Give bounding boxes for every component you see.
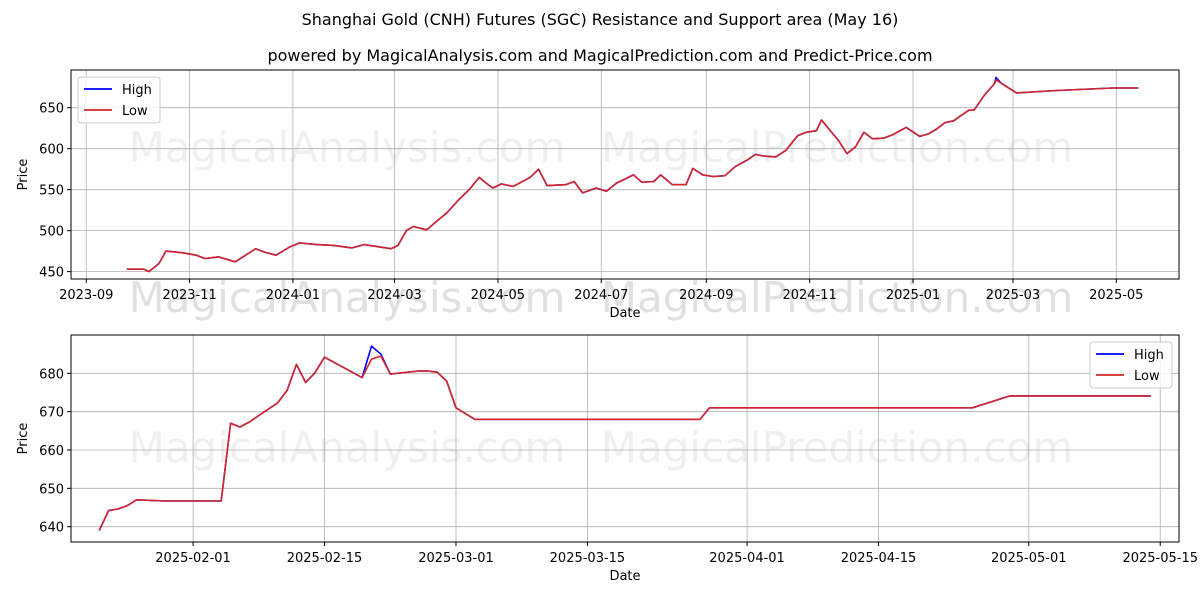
watermark-magicalprediction: MagicalPrediction.com <box>601 273 1074 322</box>
y-axis: 450 500 550 600 650 <box>39 102 71 281</box>
legend-label-high: High <box>122 83 152 98</box>
x-tick-label: 2025-02-01 <box>155 551 231 566</box>
y-tick-label: 680 <box>39 367 64 382</box>
x-axis-label: Date <box>609 306 640 321</box>
x-tick-label: 2025-04-15 <box>841 551 917 566</box>
x-tick-label: 2025-05-15 <box>1122 551 1198 566</box>
x-tick-label: 2025-05 <box>1089 288 1143 303</box>
y-tick-label: 650 <box>39 102 64 117</box>
top-chart-panel: MagicalAnalysis.com MagicalPrediction.com… <box>16 69 1180 322</box>
watermark-magicalprediction: MagicalPrediction.com <box>601 273 1074 322</box>
y-tick-label: 500 <box>39 225 64 240</box>
watermark-magicalanalysis: MagicalAnalysis.com <box>129 273 566 322</box>
legend-label-low: Low <box>122 104 148 119</box>
legend: High Low <box>1089 341 1173 389</box>
watermark-magicalanalysis: MagicalAnalysis.com <box>129 123 566 172</box>
grid <box>71 335 1179 542</box>
x-tick-label: 2023-11 <box>162 288 216 303</box>
y-tick-label: 450 <box>39 266 64 281</box>
watermark-group: MagicalAnalysis.com MagicalPrediction.com… <box>129 273 1074 472</box>
y-tick-label: 650 <box>39 482 64 497</box>
x-axis: 2023-09 2023-11 2024-01 2024-03 2024-05 2024-… <box>59 279 1143 303</box>
chart-title: Shanghai Gold (CNH) Futures (SGC) Resist… <box>301 10 899 29</box>
y-axis-label: Price <box>16 423 31 455</box>
x-tick-label: 2024-01 <box>266 288 320 303</box>
watermark-magicalprediction: MagicalPrediction.com <box>601 423 1074 472</box>
y-axis-label: Price <box>16 159 31 191</box>
axes-frame <box>70 334 1180 543</box>
x-tick-label: 2025-03-01 <box>418 551 494 566</box>
x-tick-label: 2025-03 <box>986 288 1040 303</box>
bottom-chart-panel: MagicalAnalysis.com MagicalPrediction.com… <box>16 273 1198 584</box>
grid <box>71 70 1179 279</box>
x-axis: 2025-02-01 2025-02-15 2025-03-01 2025-03-15… <box>155 542 1198 566</box>
y-tick-label: 550 <box>39 184 64 199</box>
series-line-low <box>98 355 1151 531</box>
y-tick-label: 670 <box>39 406 64 421</box>
series-line-low <box>126 79 1139 273</box>
x-tick-label: 2024-03 <box>367 288 421 303</box>
y-tick-label: 640 <box>39 521 64 536</box>
series-group <box>126 76 1139 273</box>
x-tick-label: 2025-01 <box>886 288 940 303</box>
legend-label-high: High <box>1134 348 1164 363</box>
x-axis-label: Date <box>609 569 640 584</box>
y-tick-label: 600 <box>39 143 64 158</box>
watermark-magicalanalysis: MagicalAnalysis.com <box>129 273 566 322</box>
x-tick-label: 2023-09 <box>59 288 113 303</box>
x-tick-label: 2024-09 <box>679 288 733 303</box>
x-tick-label: 2024-07 <box>574 288 628 303</box>
watermark-magicalanalysis: MagicalAnalysis.com <box>129 423 566 472</box>
x-tick-label: 2024-11 <box>783 288 837 303</box>
x-tick-label: 2024-05 <box>471 288 525 303</box>
x-tick-label: 2025-04-01 <box>709 551 785 566</box>
series-group <box>98 345 1151 531</box>
legend: High Low <box>77 76 161 124</box>
y-tick-label: 660 <box>39 444 64 459</box>
x-tick-label: 2025-05-01 <box>991 551 1067 566</box>
watermark-magicalprediction: MagicalPrediction.com <box>601 123 1074 172</box>
x-tick-label: 2025-03-15 <box>550 551 626 566</box>
y-axis: 640 650 660 670 680 <box>39 367 71 536</box>
chart-subtitle: powered by MagicalAnalysis.com and Magic… <box>267 46 933 65</box>
axes-frame <box>70 69 1180 280</box>
legend-label-low: Low <box>1134 369 1160 384</box>
x-tick-label: 2025-02-15 <box>287 551 363 566</box>
watermark-group: MagicalAnalysis.com MagicalPrediction.com… <box>129 123 1074 322</box>
